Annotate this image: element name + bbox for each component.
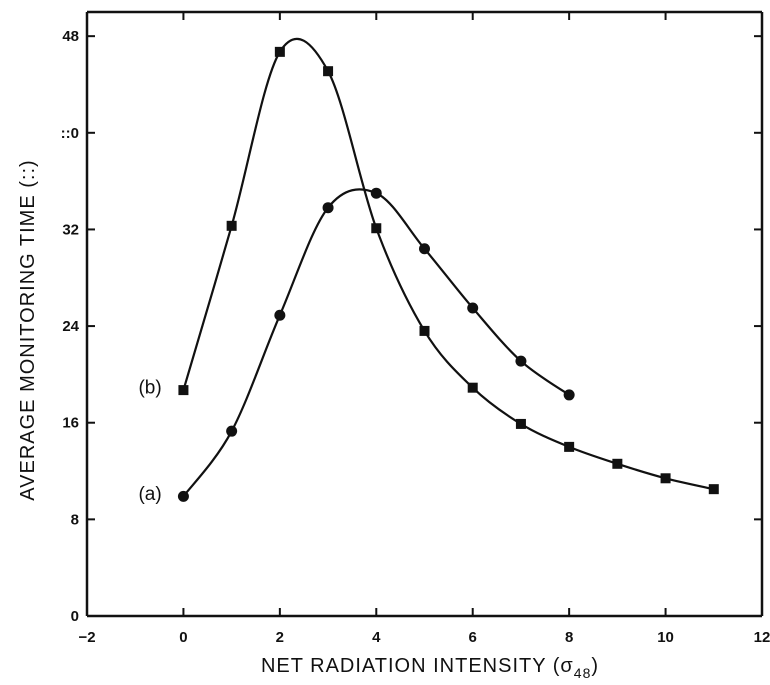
x-ticks: −2 0 2 4 6 8 10 12 bbox=[78, 12, 770, 646]
series-b-label: (b) bbox=[138, 377, 161, 398]
series-b-point bbox=[419, 325, 430, 336]
series-layer bbox=[177, 37, 719, 502]
x-tick-label: 4 bbox=[372, 629, 381, 646]
y-tick-label: 0 bbox=[71, 608, 79, 625]
x-tick-label: 12 bbox=[754, 629, 770, 646]
series-labels: (a) (b) bbox=[138, 377, 161, 504]
series-a-point bbox=[419, 243, 430, 255]
series-a-point bbox=[563, 389, 575, 401]
y-axis-title: AVERAGE MONITORING TIME (::) bbox=[17, 159, 39, 500]
series-a-point bbox=[274, 309, 286, 321]
series-a-label: (a) bbox=[138, 484, 161, 505]
y-tick-label: 48 bbox=[62, 28, 79, 45]
x-axis-title: NET RADIATION INTENSITY (σ48) bbox=[261, 655, 599, 681]
series-a-point bbox=[370, 187, 382, 199]
series-a-line bbox=[182, 188, 570, 498]
series-b-point bbox=[371, 223, 382, 234]
y-tick-label: 16 bbox=[62, 415, 79, 432]
x-tick-label: 2 bbox=[276, 629, 284, 646]
series-b-point bbox=[178, 385, 189, 396]
x-tick-label: −2 bbox=[78, 629, 95, 646]
series-a-point bbox=[226, 425, 238, 437]
series-b-point bbox=[226, 220, 237, 231]
y-ticks: 0 8 16 24 32::0 48 bbox=[61, 28, 762, 625]
series-b-point bbox=[612, 458, 623, 469]
series-b-line bbox=[182, 37, 715, 491]
x-tick-label: 0 bbox=[179, 629, 187, 646]
series-b-point bbox=[515, 418, 526, 429]
series-b-point bbox=[323, 66, 334, 77]
series-b-point bbox=[467, 382, 478, 393]
y-tick-label: 24 bbox=[62, 318, 79, 335]
y-tick-label: 32 bbox=[62, 221, 79, 238]
series-a-point bbox=[515, 355, 527, 367]
series-b-point bbox=[274, 46, 285, 57]
y-tick-label: 8 bbox=[71, 511, 79, 528]
series-b-point bbox=[708, 484, 719, 495]
axes bbox=[85, 10, 764, 618]
series-b-point bbox=[660, 473, 671, 484]
x-tick-label: 10 bbox=[657, 629, 674, 646]
x-tick-label: 8 bbox=[565, 629, 573, 646]
series-b-point bbox=[564, 441, 575, 452]
y-tick-label: ::0 bbox=[61, 125, 79, 142]
series-a-point bbox=[322, 202, 334, 214]
series-a-point bbox=[177, 490, 189, 502]
x-tick-label: 6 bbox=[469, 629, 477, 646]
series-a-point bbox=[467, 302, 479, 314]
